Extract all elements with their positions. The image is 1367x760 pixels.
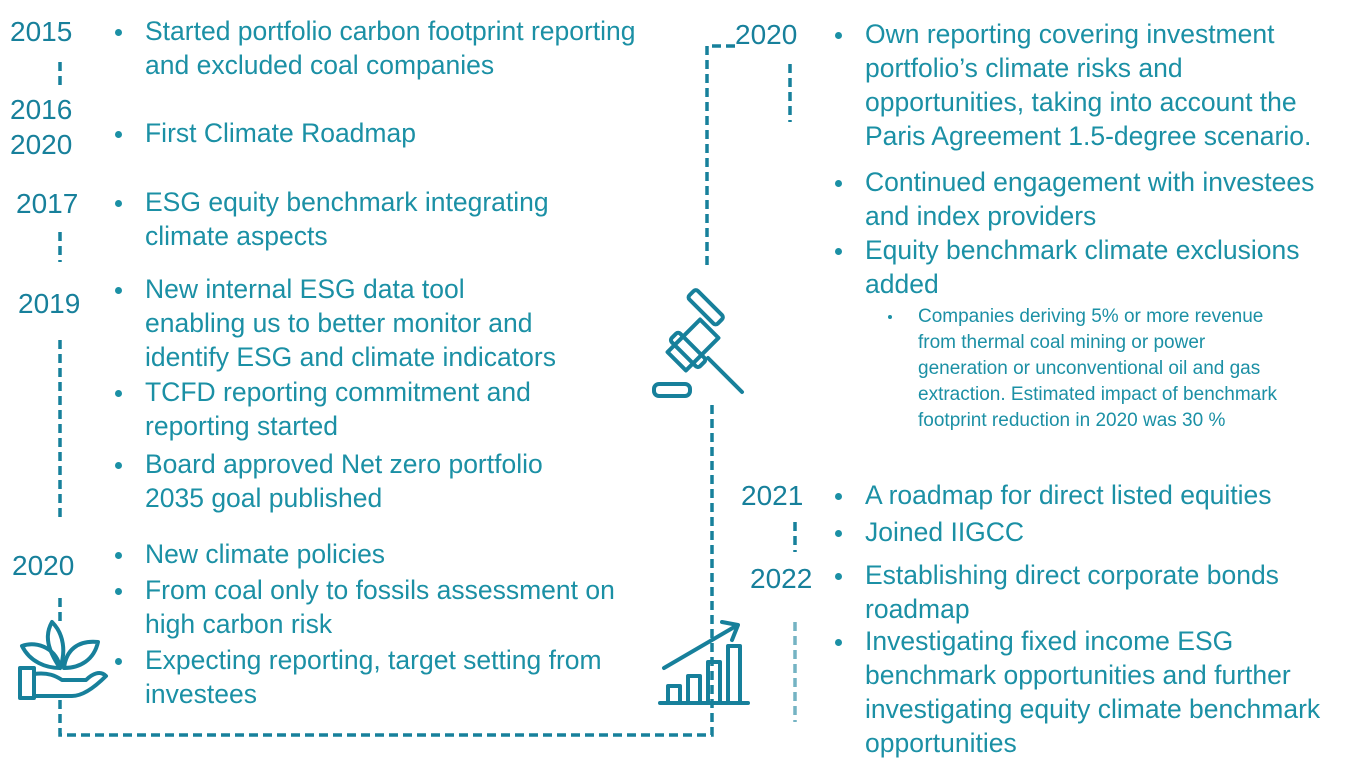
bullet-dot [115, 462, 122, 469]
sub-bullet-text: generation or unconventional oil and gas [918, 358, 1261, 379]
bullet-dot [115, 588, 122, 595]
year: 2019 [18, 288, 81, 319]
sub-bullet-text: footprint reduction in 2020 was 30 % [918, 410, 1226, 431]
bullet-text: investees [145, 679, 257, 709]
bullet-text: Paris Agreement 1.5-degree scenario. [865, 121, 1312, 151]
bullet-dot [115, 390, 122, 397]
year: 2020 [10, 129, 73, 160]
bullet-dot [115, 131, 122, 138]
year: 2021 [741, 480, 804, 511]
bullet-dot [115, 200, 122, 207]
bullet-text: and index providers [865, 201, 1097, 231]
bullet-text: Expecting reporting, target setting from [145, 645, 602, 675]
bullet-dot [115, 552, 122, 559]
bullet-text: 2035 goal published [145, 483, 383, 513]
bullet-dot [835, 180, 842, 187]
bullet-text: roadmap [865, 594, 970, 624]
bullet-text: opportunities [865, 728, 1017, 758]
bullet-text: Continued engagement with investees [865, 167, 1315, 197]
sub-bullet-text: Companies deriving 5% or more revenue [918, 306, 1264, 327]
bullet-text: benchmark opportunities and further [865, 660, 1291, 690]
bullet-text: investigating equity climate benchmark [865, 694, 1321, 724]
bullet-dot [115, 658, 122, 665]
bullet-dot [115, 287, 122, 294]
year: 2017 [16, 188, 79, 219]
growth-icon [658, 620, 750, 705]
bullet-text: A roadmap for direct listed equities [865, 480, 1272, 510]
bullet-text: climate aspects [145, 221, 328, 251]
bullet-text: New internal ESG data tool [145, 274, 465, 304]
bullet-text: reporting started [145, 411, 338, 441]
year: 2020 [735, 19, 798, 50]
bullet-dot [835, 639, 842, 646]
year: 2015 [10, 16, 73, 47]
connector [705, 44, 735, 265]
gavel-icon [652, 288, 744, 398]
year: 2020 [12, 550, 75, 581]
bullet-text: New climate policies [145, 539, 386, 569]
plant-icon [18, 620, 108, 700]
bullet-text: high carbon risk [145, 609, 333, 639]
bullet-text: Joined IIGCC [865, 517, 1025, 547]
connector [58, 405, 714, 737]
bullet-text: Started portfolio carbon footprint repor… [145, 16, 636, 46]
bullet-dot [115, 29, 122, 36]
bullet-text: Board approved Net zero portfolio [145, 449, 543, 479]
bullet-text: added [865, 269, 939, 299]
bullet-text: portfolio’s climate risks and [865, 53, 1183, 83]
bullet-dot [835, 248, 842, 255]
sub-bullet-text: extraction. Estimated impact of benchmar… [918, 384, 1278, 405]
bullet-dot [835, 530, 842, 537]
bullet-text: TCFD reporting commitment and [145, 377, 531, 407]
bullet-text: Own reporting covering investment [865, 19, 1275, 49]
bullet-dot [835, 32, 842, 39]
year: 2016 [10, 94, 73, 125]
bullet-dot [835, 493, 842, 500]
bullet-text: enabling us to better monitor and [145, 308, 533, 338]
sub-bullet-dot [888, 315, 892, 319]
sub-bullet-text: from thermal coal mining or power [918, 332, 1206, 353]
bullet-text: and excluded coal companies [145, 50, 495, 80]
bullet-text: From coal only to fossils assessment on [145, 575, 615, 605]
bullet-text: ESG equity benchmark integrating [145, 187, 549, 217]
bullet-text: identify ESG and climate indicators [145, 342, 556, 372]
bullet-dot [835, 573, 842, 580]
bullet-text: First Climate Roadmap [145, 118, 416, 148]
bullet-text: Establishing direct corporate bonds [865, 560, 1279, 590]
year: 2022 [750, 563, 813, 594]
bullet-text: opportunities, taking into account the [865, 87, 1297, 117]
bullet-text: Investigating fixed income ESG [865, 626, 1234, 656]
bullet-text: Equity benchmark climate exclusions [865, 235, 1300, 265]
